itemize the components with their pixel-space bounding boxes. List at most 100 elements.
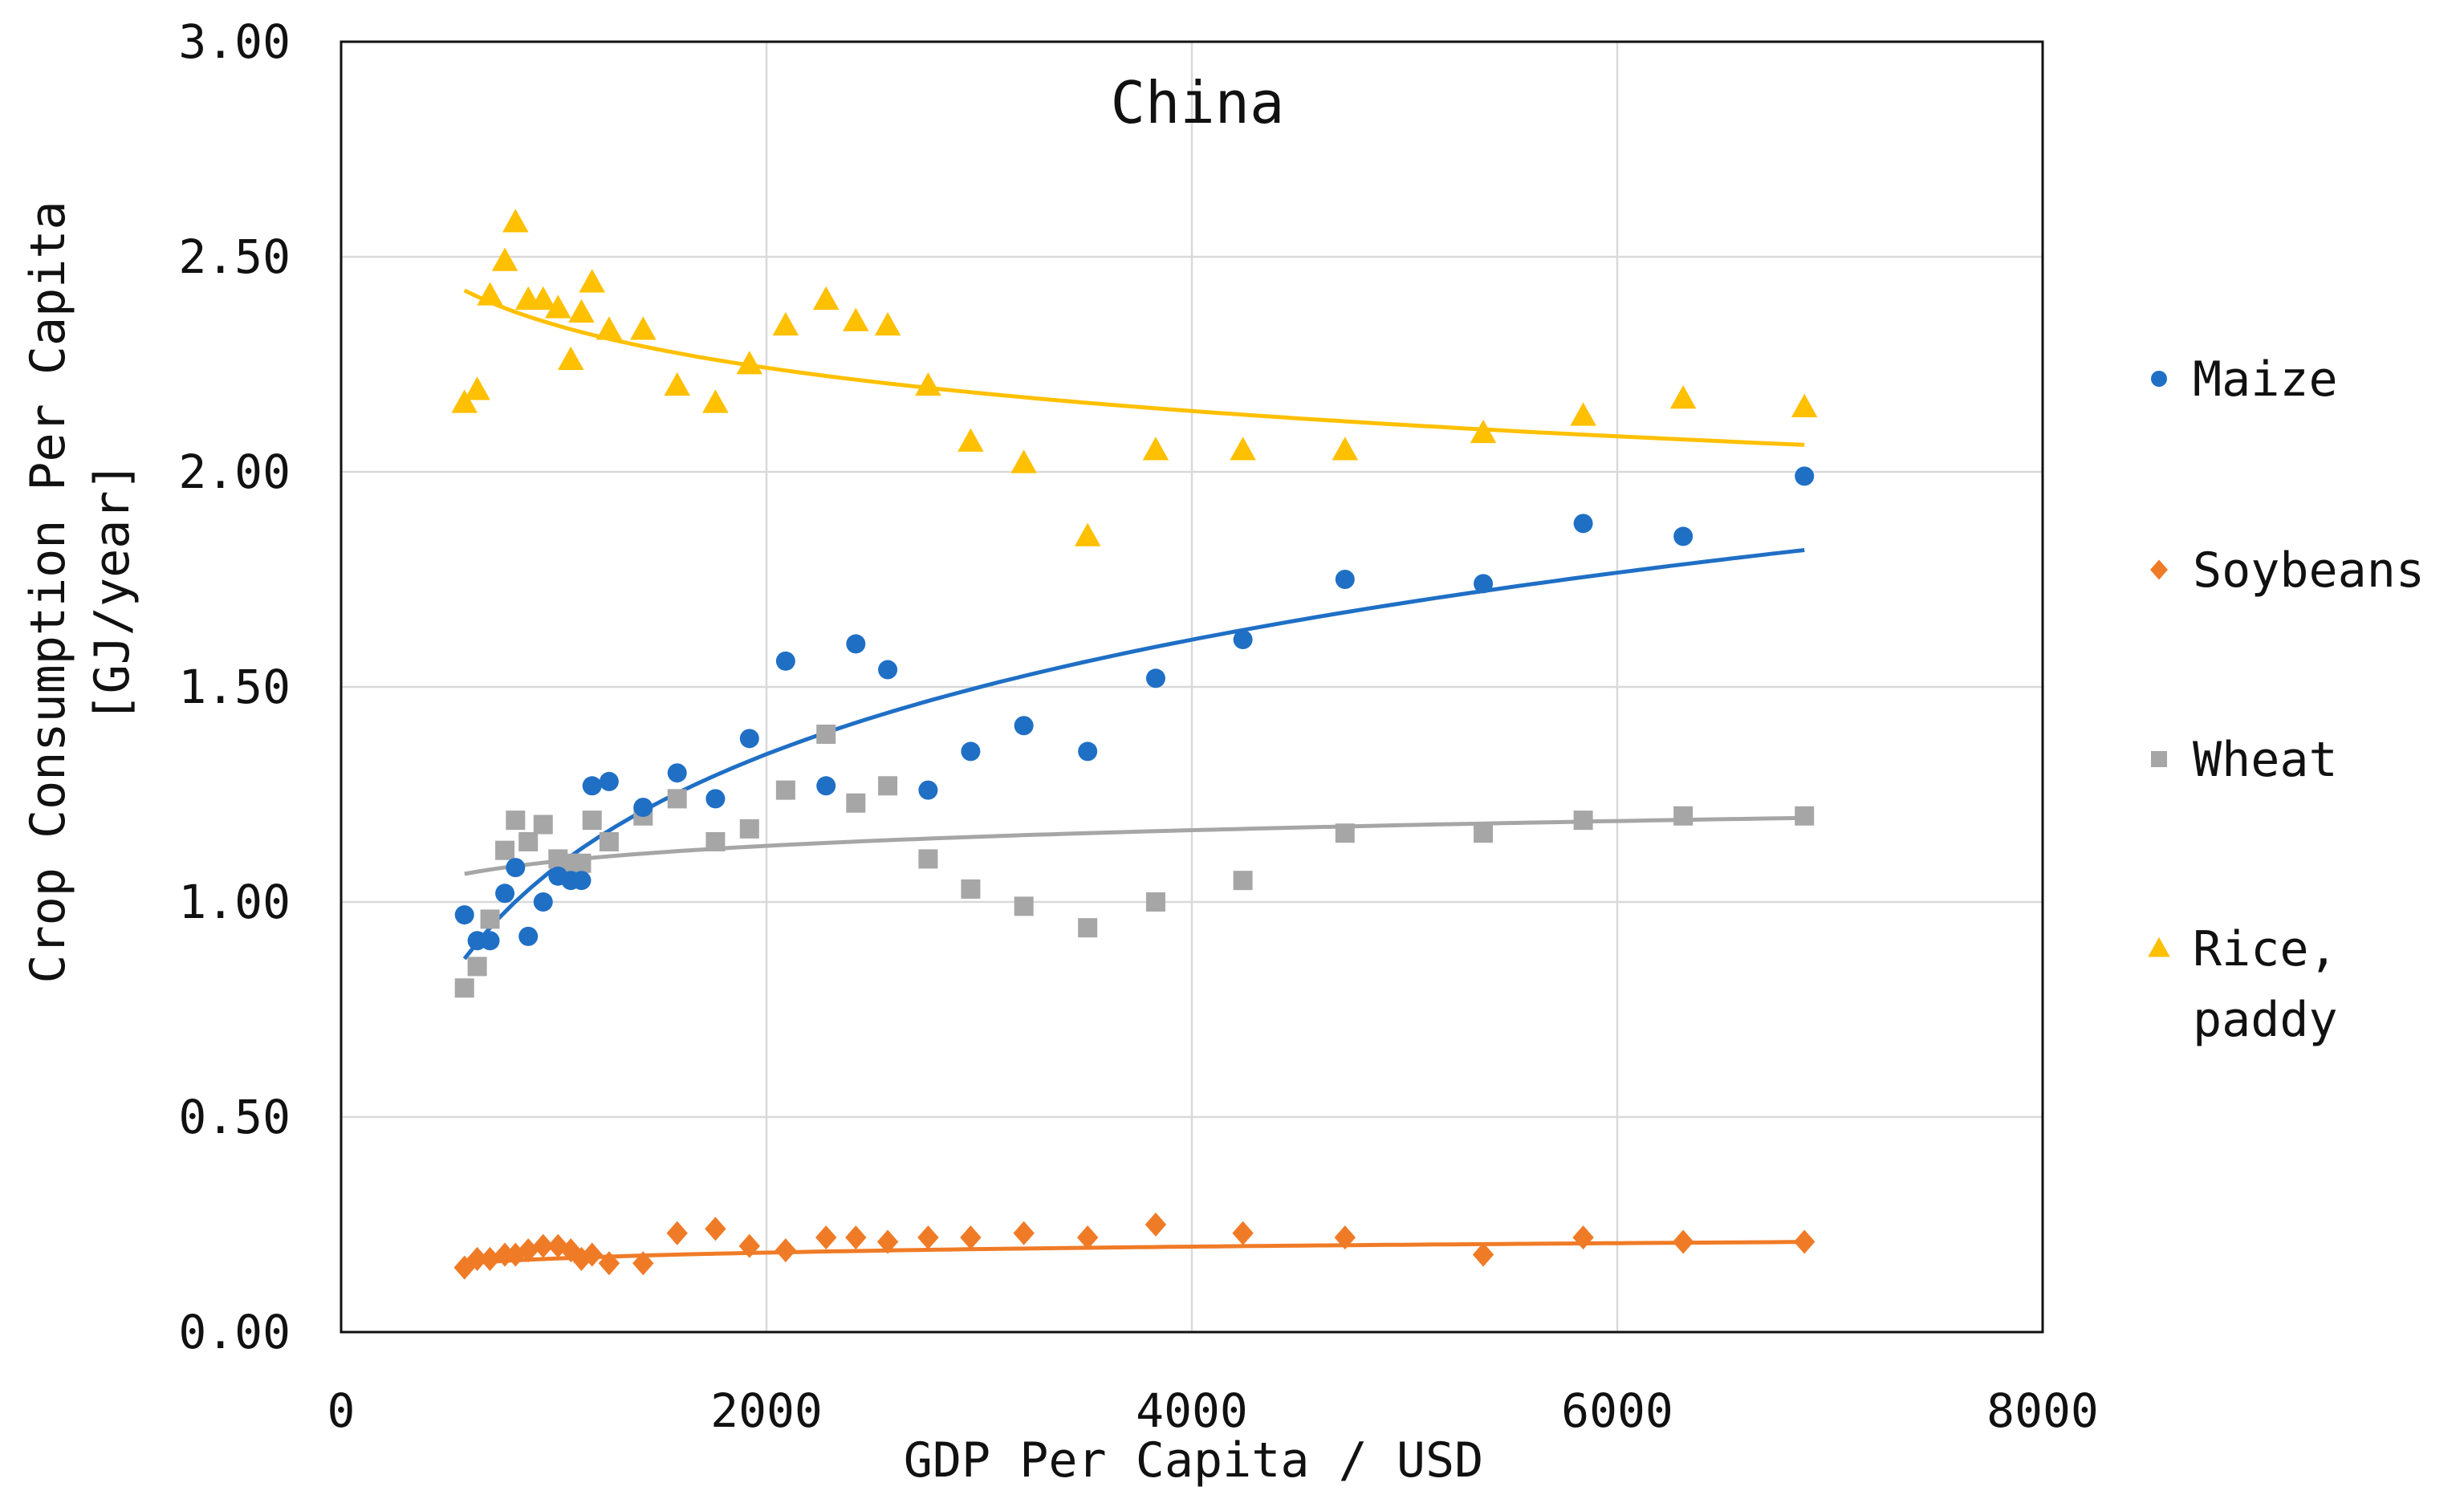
data-point-maize bbox=[518, 926, 539, 946]
data-point-wheat bbox=[582, 810, 602, 831]
data-point-rice-paddy bbox=[1669, 384, 1697, 409]
data-point-maize bbox=[878, 660, 898, 680]
data-point-maize bbox=[633, 798, 653, 818]
y-axis-title-line-2: [GJ/year] bbox=[84, 461, 140, 722]
data-point-wheat bbox=[878, 776, 898, 796]
data-point-rice-paddy bbox=[464, 376, 490, 400]
data-point-soybeans bbox=[845, 1225, 867, 1250]
data-points bbox=[451, 209, 1818, 1280]
data-point-soybeans bbox=[505, 1242, 527, 1267]
data-point-wheat bbox=[1474, 823, 1494, 843]
data-point-maize bbox=[571, 871, 592, 891]
trendline-rice-paddy bbox=[463, 288, 1805, 447]
data-point-rice-paddy bbox=[812, 286, 840, 310]
data-point-rice-paddy bbox=[596, 316, 623, 340]
y-tick-label: 0.00 bbox=[178, 1305, 291, 1359]
data-point-maize bbox=[775, 651, 795, 671]
data-point-soybeans bbox=[1076, 1225, 1099, 1250]
data-point-wheat bbox=[454, 978, 474, 998]
y-axis-ticks: 0.00 0.50 1.00 1.50 2.00 2.50 3.00 bbox=[178, 14, 291, 1359]
data-point-soybeans bbox=[466, 1246, 488, 1271]
data-point-rice-paddy bbox=[1332, 437, 1359, 461]
chart-title: China bbox=[1111, 69, 1285, 136]
legend-marker-rice-paddy bbox=[2148, 936, 2170, 957]
x-axis-ticks: 0 2000 4000 6000 8000 bbox=[327, 1383, 2099, 1438]
data-point-rice-paddy bbox=[1010, 449, 1037, 473]
x-tick-label: 0 bbox=[327, 1383, 356, 1438]
data-point-soybeans bbox=[1334, 1225, 1356, 1250]
data-point-soybeans bbox=[1572, 1225, 1594, 1250]
data-point-rice-paddy bbox=[874, 311, 901, 336]
gridlines bbox=[341, 42, 2043, 1332]
data-point-rice-paddy bbox=[491, 247, 518, 271]
data-point-maize bbox=[1078, 741, 1098, 762]
data-point-rice-paddy bbox=[664, 372, 690, 396]
data-point-wheat bbox=[846, 793, 866, 813]
data-point-rice-paddy bbox=[702, 389, 729, 413]
data-point-maize bbox=[1014, 716, 1034, 736]
legend-label-maize: Maize bbox=[2193, 351, 2338, 408]
data-point-rice-paddy bbox=[1470, 419, 1497, 444]
data-point-wheat bbox=[918, 849, 938, 869]
data-point-wheat bbox=[705, 831, 726, 851]
y-tick-label: 2.00 bbox=[178, 445, 291, 499]
data-point-soybeans bbox=[1472, 1242, 1494, 1267]
data-point-rice-paddy bbox=[1230, 437, 1256, 461]
data-point-maize bbox=[667, 763, 687, 783]
data-point-soybeans bbox=[453, 1255, 475, 1280]
data-point-wheat bbox=[1573, 810, 1593, 831]
data-point-maize bbox=[739, 729, 759, 749]
data-point-wheat bbox=[1335, 823, 1355, 843]
data-point-rice-paddy bbox=[1142, 437, 1169, 461]
data-point-maize bbox=[495, 884, 515, 904]
data-point-soybeans bbox=[1013, 1221, 1035, 1245]
data-point-maize bbox=[599, 771, 619, 791]
data-point-soybeans bbox=[560, 1238, 582, 1263]
data-point-rice-paddy bbox=[1791, 393, 1818, 417]
y-tick-label: 1.00 bbox=[178, 875, 291, 929]
plot-area-frame bbox=[340, 40, 2044, 1334]
data-point-maize bbox=[1233, 630, 1253, 650]
data-point-maize bbox=[918, 780, 938, 800]
data-point-rice-paddy bbox=[1570, 402, 1596, 426]
data-point-rice-paddy bbox=[1074, 522, 1101, 546]
data-point-maize bbox=[480, 931, 500, 951]
data-point-soybeans bbox=[666, 1221, 688, 1245]
data-point-rice-paddy bbox=[772, 311, 799, 336]
data-point-soybeans bbox=[571, 1246, 592, 1271]
data-point-soybeans bbox=[1672, 1229, 1694, 1254]
data-point-soybeans bbox=[581, 1242, 603, 1267]
data-point-wheat bbox=[467, 957, 487, 977]
data-point-maize bbox=[1145, 668, 1165, 689]
data-point-wheat bbox=[667, 789, 687, 809]
data-point-maize bbox=[1795, 466, 1815, 486]
data-point-rice-paddy bbox=[630, 316, 657, 340]
data-point-soybeans bbox=[960, 1225, 982, 1250]
legend-marker-soybeans bbox=[2150, 559, 2168, 580]
data-point-wheat bbox=[506, 810, 526, 831]
data-point-rice-paddy bbox=[530, 286, 556, 310]
data-point-soybeans bbox=[1232, 1221, 1254, 1245]
data-point-rice-paddy bbox=[451, 389, 478, 413]
data-point-maize bbox=[1474, 574, 1494, 594]
data-point-wheat bbox=[480, 909, 500, 929]
data-point-rice-paddy bbox=[557, 346, 584, 370]
legend-label-rice-paddy: Rice, bbox=[2193, 921, 2338, 977]
data-point-wheat bbox=[739, 819, 759, 839]
data-point-wheat bbox=[533, 814, 553, 835]
data-point-rice-paddy bbox=[958, 428, 984, 452]
data-point-soybeans bbox=[547, 1233, 569, 1258]
data-point-maize bbox=[846, 634, 866, 654]
data-point-soybeans bbox=[705, 1217, 726, 1241]
data-point-maize bbox=[1335, 570, 1355, 589]
x-tick-label: 2000 bbox=[710, 1383, 823, 1438]
data-point-wheat bbox=[571, 853, 592, 873]
data-point-wheat bbox=[816, 724, 836, 744]
y-tick-label: 0.50 bbox=[178, 1090, 291, 1144]
x-axis-title: GDP Per Capita / USD bbox=[904, 1432, 1483, 1489]
trendline-maize bbox=[462, 548, 1805, 961]
data-point-maize bbox=[816, 776, 836, 796]
y-tick-label: 3.00 bbox=[178, 14, 291, 69]
y-axis-title-line-1: Crop Consumption Per Capita bbox=[20, 201, 76, 983]
